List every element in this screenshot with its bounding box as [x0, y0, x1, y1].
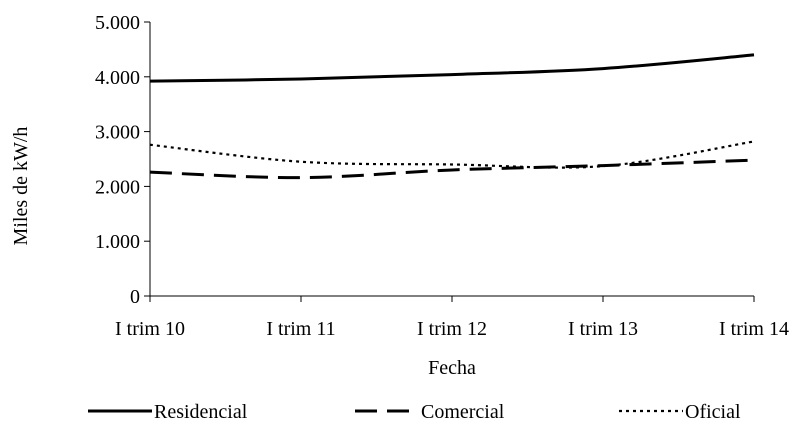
y-tick-label: 2.000 — [95, 176, 140, 198]
y-tick-label: 1.000 — [95, 231, 140, 253]
y-axis-label: Miles de kW/h — [10, 127, 32, 246]
x-tick-label: I trim 13 — [568, 318, 638, 340]
legend-label-comercial: Comercial — [421, 401, 505, 423]
legend-label-residencial: Residencial — [154, 401, 248, 423]
series-lines — [149, 53, 755, 180]
x-tick-label: I trim 11 — [266, 318, 335, 340]
series-line-oficial — [149, 140, 755, 169]
y-tick-label: 4.000 — [95, 67, 140, 89]
y-tick-label: 3.000 — [95, 122, 140, 144]
x-tick-label: I trim 14 — [719, 318, 789, 340]
legend-label-oficial: Oficial — [685, 401, 741, 423]
x-axis-label: Fecha — [428, 357, 476, 379]
legend: Residencial Comercial Oficial — [88, 401, 741, 423]
series-line-residencial — [149, 53, 755, 83]
axes — [144, 21, 755, 302]
x-tick-label: I trim 10 — [115, 318, 185, 340]
y-tick-label: 5.000 — [95, 12, 140, 34]
y-tick-label: 0 — [130, 286, 140, 308]
tick-labels: 0 1.000 2.000 3.000 4.000 5.000 I trim 10 I tri… — [95, 12, 789, 340]
x-tick-label: I trim 12 — [417, 318, 487, 340]
series-line-comercial — [149, 158, 755, 180]
